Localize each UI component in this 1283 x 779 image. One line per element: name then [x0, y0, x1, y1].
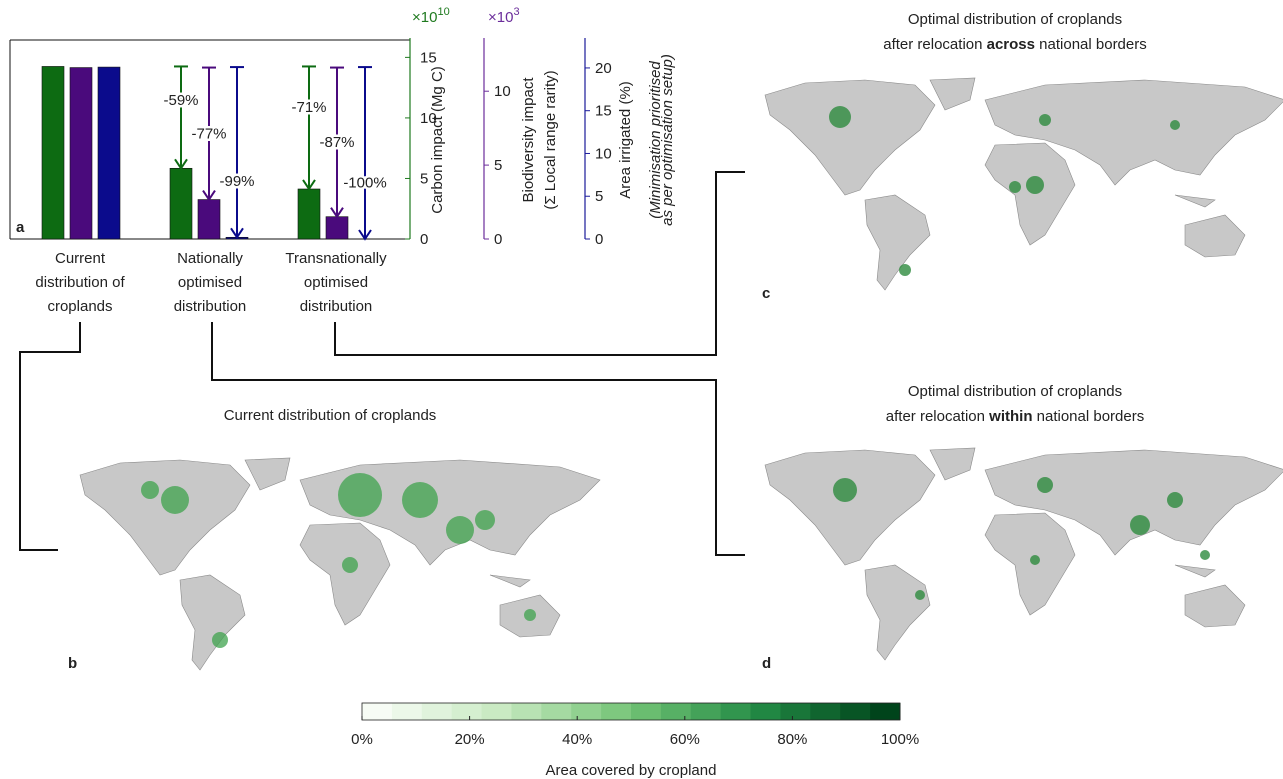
map-title: Current distribution of croplands — [224, 407, 437, 424]
change-label: -77% — [191, 126, 226, 143]
scale-label: ×1010 — [412, 6, 450, 26]
bar — [197, 199, 221, 240]
change-label: -71% — [291, 99, 326, 116]
colorbar-tick-label: 0% — [351, 731, 373, 748]
y-tick-label: 5 — [420, 170, 428, 187]
text: 10 — [437, 6, 449, 18]
x-tick-label: Nationally optimised distribution — [173, 250, 247, 315]
text: national borders — [1032, 408, 1144, 425]
y-tick-label: 5 — [494, 157, 502, 174]
bar — [97, 66, 121, 240]
change-label: -59% — [163, 92, 198, 109]
bar — [325, 216, 349, 240]
note: as per optimisation setup) — [659, 54, 676, 226]
y-tick-label: 0 — [420, 231, 428, 248]
bar — [169, 167, 193, 240]
panel-label: d — [762, 655, 771, 672]
text: ×10 — [488, 9, 513, 26]
text: ×10 — [412, 9, 437, 26]
map-subtitle: after relocation within national borders — [886, 408, 1144, 425]
axis-title: (Σ Local range rarity) — [542, 70, 559, 209]
colorbar-frame — [361, 702, 901, 721]
bar — [69, 67, 93, 240]
panel-label: a — [16, 219, 25, 236]
colorbar-cell — [481, 703, 512, 720]
y-tick-label: 15 — [595, 103, 612, 120]
y-tick-label: 10 — [595, 145, 612, 162]
text: after relocation — [883, 36, 986, 53]
colorbar-tick-label: 80% — [777, 731, 807, 748]
map-b — [79, 457, 601, 671]
arrow-head — [202, 189, 216, 202]
text: 3 — [513, 6, 519, 18]
colorbar-cell — [362, 703, 393, 720]
colorbar-cell — [660, 703, 692, 720]
colorbar-label: Area covered by cropland — [546, 762, 717, 779]
change-label: -100% — [343, 174, 386, 191]
y-tick-label: 10 — [420, 110, 437, 127]
colorbar-tick-label: 100% — [881, 731, 919, 748]
y-tick-label: 10 — [494, 83, 511, 100]
colorbar-tick-label: 40% — [562, 731, 592, 748]
colorbar-cell — [541, 703, 572, 720]
arrow-head — [230, 227, 244, 240]
map-d — [764, 447, 1283, 661]
arrow-head — [174, 158, 188, 171]
colorbar-cell — [840, 703, 871, 720]
colorbar-cell — [451, 703, 483, 720]
x-tick-label: Current distribution of croplands — [35, 250, 125, 315]
colorbar-cell — [870, 703, 901, 720]
text: after relocation — [886, 408, 989, 425]
arrow-head — [302, 179, 316, 191]
colorbar-tick-label: 60% — [670, 731, 700, 748]
colorbar-cell — [690, 703, 722, 720]
text: national borders — [1035, 36, 1147, 53]
change-label: -87% — [319, 134, 354, 151]
y-tick-label: 0 — [595, 231, 603, 248]
x-tick-label: Transnationally optimised distribution — [285, 250, 387, 315]
connectors — [19, 171, 745, 556]
colorbar-cell — [750, 703, 781, 720]
colorbar-tick-label: 20% — [455, 731, 485, 748]
panel-label: c — [762, 285, 770, 302]
bar — [297, 188, 321, 240]
map-subtitle: after relocation across national borders — [883, 36, 1147, 53]
text: within — [988, 408, 1032, 425]
colorbar-cell — [571, 703, 602, 720]
arrow-head — [330, 207, 344, 219]
change-label: -99% — [219, 173, 254, 190]
y-tick-label: 15 — [420, 49, 437, 66]
text: across — [987, 36, 1035, 53]
colorbar-cell — [421, 703, 453, 720]
colorbar-cell — [631, 703, 662, 720]
y-tick-label: 5 — [595, 188, 603, 205]
axis-title: Carbon impact (Mg C) — [429, 66, 446, 214]
colorbar-cell — [511, 703, 542, 720]
map-title: Optimal distribution of croplands — [908, 11, 1122, 28]
map-c — [764, 77, 1283, 291]
colorbar-cell — [780, 703, 811, 720]
axis-title: Biodiversity impact — [520, 77, 537, 203]
colorbar-cell — [720, 703, 752, 720]
scale-label: ×103 — [488, 6, 520, 26]
note: (Minimisation prioritised — [647, 61, 664, 219]
colorbar-cell — [810, 703, 841, 720]
panel-label: b — [68, 655, 77, 672]
map-title: Optimal distribution of croplands — [908, 383, 1122, 400]
arrow-head — [358, 229, 372, 241]
bar — [41, 66, 65, 240]
y-tick-label: 0 — [494, 231, 502, 248]
colorbar-cell — [601, 703, 632, 720]
axis-title: Area irrigated (%) — [617, 81, 634, 199]
y-tick-label: 20 — [595, 60, 612, 77]
colorbar-cell — [391, 703, 423, 720]
